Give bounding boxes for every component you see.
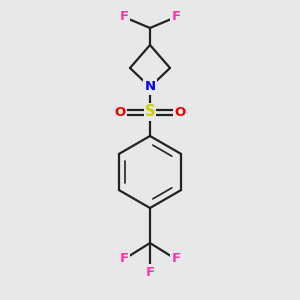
Text: S: S — [145, 104, 155, 119]
Text: O: O — [114, 106, 126, 118]
Text: F: F — [119, 11, 129, 23]
Text: O: O — [174, 106, 186, 118]
Text: N: N — [144, 80, 156, 94]
Text: F: F — [146, 266, 154, 278]
Text: F: F — [119, 251, 129, 265]
Text: F: F — [171, 11, 181, 23]
Text: F: F — [171, 251, 181, 265]
